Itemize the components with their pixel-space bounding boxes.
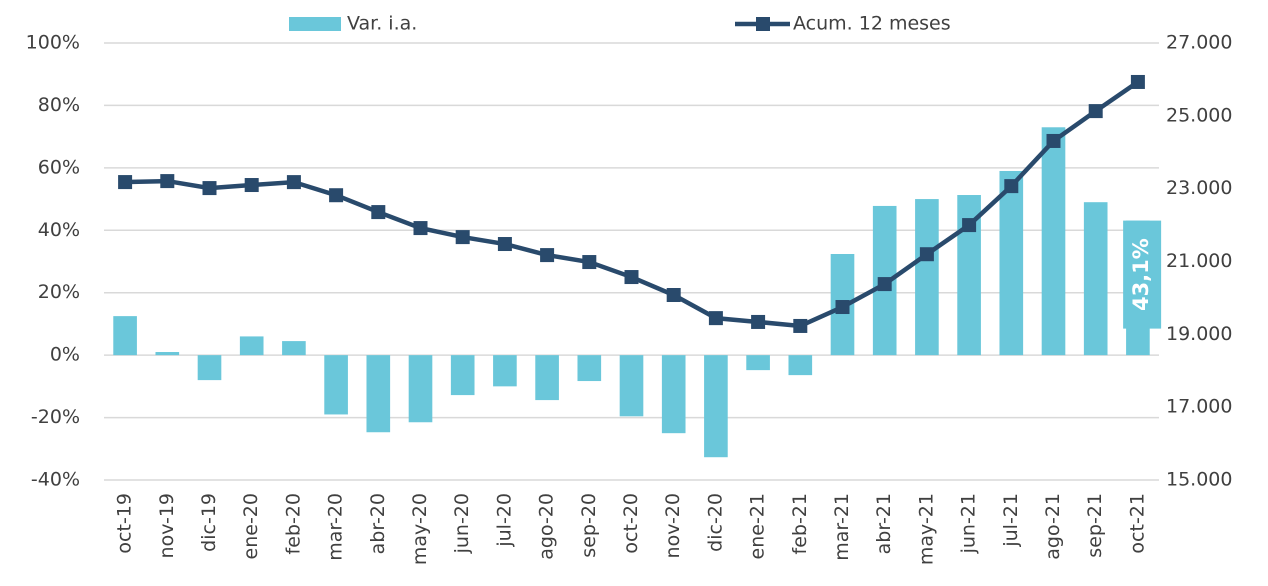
x-tick-label: feb-21 [789, 493, 811, 554]
y-tick-label: -40% [31, 469, 80, 491]
x-tick-label: ago-20 [536, 493, 558, 560]
y2-tick-label: 25.000 [1166, 104, 1232, 126]
line [125, 80, 1140, 329]
data-label-box [1123, 220, 1162, 329]
bar [282, 341, 306, 356]
bar [197, 355, 222, 381]
bar [746, 355, 770, 371]
x-tick-label: sep-20 [578, 493, 600, 558]
y-tick-label: 20% [38, 281, 80, 303]
y2-tick-label: 21.000 [1166, 250, 1232, 272]
line-marker [413, 221, 428, 236]
y-tick-label: 60% [38, 156, 80, 178]
line-marker [666, 288, 681, 303]
y-tick-label: 80% [38, 94, 80, 116]
x-tick-label: dic-19 [198, 493, 220, 552]
line-marker [1004, 179, 1019, 194]
bar [1083, 202, 1108, 356]
line-marker [877, 277, 892, 292]
y2-tick-label: 15.000 [1166, 469, 1232, 491]
x-tick-label: jul-20 [493, 493, 515, 548]
data-label: 43,1% [1129, 238, 1153, 311]
bar [408, 355, 433, 423]
bar [619, 355, 644, 417]
line-marker [1088, 104, 1103, 119]
line-marker [835, 300, 850, 315]
line-marker [751, 314, 766, 329]
line-marker [329, 188, 344, 203]
x-tick-label: jun-21 [958, 493, 980, 554]
line-marker [497, 237, 512, 252]
x-tick-label: oct-21 [1126, 493, 1148, 554]
x-tick-label: ago-21 [1042, 493, 1064, 560]
line-marker [371, 205, 386, 220]
x-tick-label: ene-20 [240, 493, 262, 559]
line-marker [1130, 74, 1145, 89]
line-marker [244, 178, 259, 193]
x-tick-label: abr-20 [367, 493, 389, 554]
y2-tick-label: 27.000 [1166, 32, 1232, 54]
y-tick-label: 0% [50, 344, 80, 366]
x-tick-label: abr-21 [873, 493, 895, 554]
bar [957, 195, 981, 356]
legend-label: Acum. 12 meses [793, 13, 951, 35]
line-marker [919, 247, 934, 262]
line-marker [1046, 133, 1061, 148]
bar [155, 352, 180, 356]
bar [450, 355, 475, 396]
x-tick-label: jul-21 [1000, 493, 1022, 548]
bar [915, 199, 939, 356]
y-tick-label: 100% [26, 32, 80, 54]
bar [113, 316, 137, 356]
y-tick-label: 40% [38, 219, 80, 241]
legend-marker [756, 17, 770, 31]
bar [704, 355, 728, 458]
legend-swatch [289, 17, 341, 31]
line-marker [118, 175, 133, 190]
y2-tick-label: 19.000 [1166, 323, 1232, 345]
x-tick-label: nov-20 [662, 493, 684, 558]
line-marker [624, 270, 639, 285]
y2-tick-label: 17.000 [1166, 396, 1232, 418]
line-marker [286, 175, 301, 190]
x-tick-label: ene-21 [747, 493, 769, 559]
y2-tick-label: 23.000 [1166, 177, 1232, 199]
line-marker [793, 318, 808, 333]
line-marker [582, 255, 597, 270]
y-tick-label: -20% [31, 406, 80, 428]
line-marker [708, 311, 723, 326]
x-tick-label: mar-20 [325, 493, 347, 561]
bar [577, 355, 602, 382]
bar [535, 355, 559, 401]
line-marker [160, 174, 175, 189]
x-tick-label: nov-19 [156, 493, 178, 558]
line-marker [540, 248, 555, 263]
bar [788, 355, 813, 376]
bar [661, 355, 686, 434]
x-tick-label: may-20 [409, 493, 431, 565]
x-tick-label: feb-20 [282, 493, 304, 554]
line-marker [455, 230, 470, 245]
bar [239, 336, 264, 356]
x-tick-label: sep-21 [1084, 493, 1106, 558]
line-marker [962, 218, 977, 233]
legend-label: Var. i.a. [347, 13, 417, 35]
x-tick-label: may-21 [915, 493, 937, 565]
bar [1041, 127, 1066, 356]
bar [493, 355, 517, 387]
bar [324, 355, 348, 415]
x-tick-label: dic-20 [704, 493, 726, 552]
x-tick-label: jun-20 [451, 493, 473, 554]
x-tick-label: oct-19 [114, 493, 136, 554]
bar [366, 355, 391, 433]
x-tick-label: oct-20 [620, 493, 642, 554]
line-marker [202, 181, 217, 196]
x-tick-label: mar-21 [831, 493, 853, 561]
bar [999, 170, 1024, 356]
